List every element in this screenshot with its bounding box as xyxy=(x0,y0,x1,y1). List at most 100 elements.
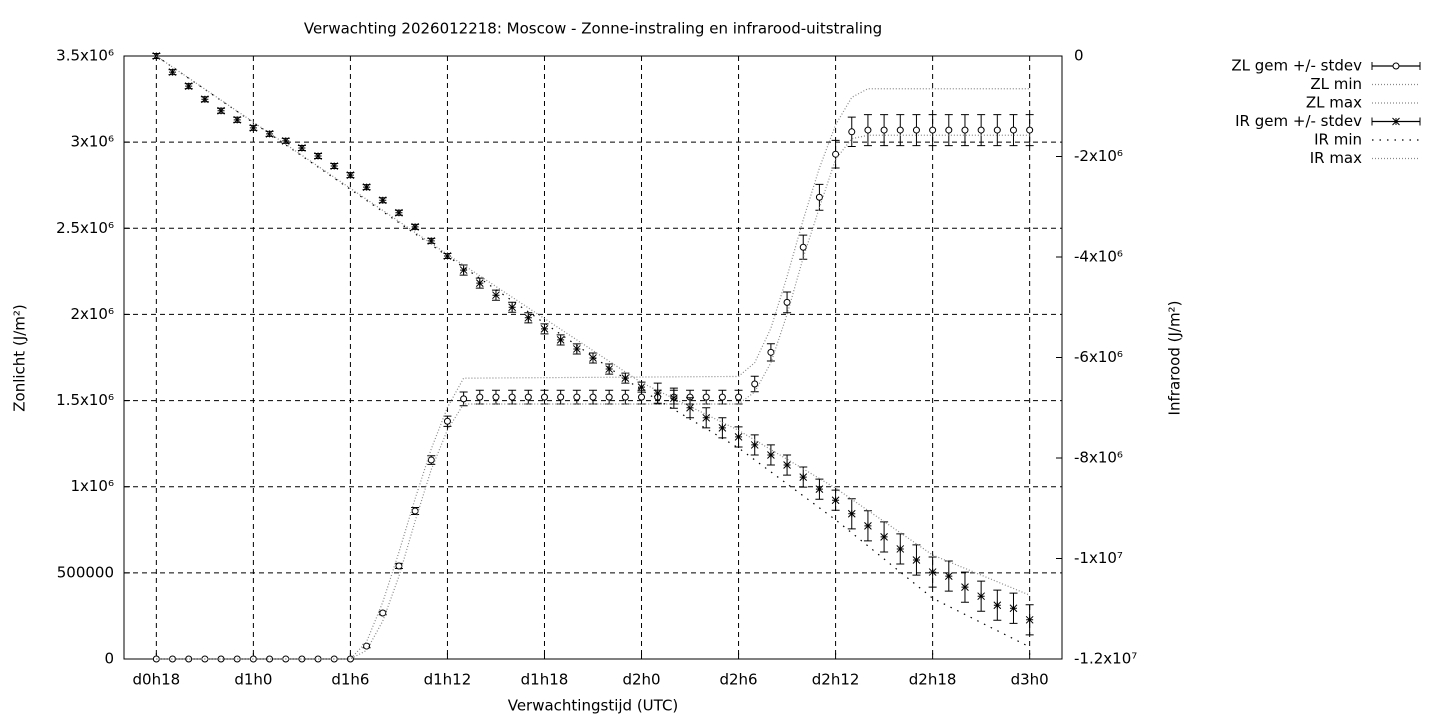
data-point xyxy=(1009,126,1017,134)
data-point xyxy=(314,655,322,663)
y2-tick-label: -6x10⁶ xyxy=(1074,348,1123,366)
data-point xyxy=(168,68,177,76)
legend-swatch xyxy=(1392,62,1400,70)
legend-label: IR gem +/- stdev xyxy=(1235,112,1362,130)
data-point xyxy=(686,403,694,412)
data-point xyxy=(249,655,257,663)
data-point xyxy=(670,394,678,403)
data-point xyxy=(395,562,403,570)
data-point xyxy=(443,417,451,425)
data-point xyxy=(395,208,403,217)
legend-swatch xyxy=(1371,117,1421,126)
y2-tick-label: -2x10⁶ xyxy=(1074,147,1123,165)
data-point xyxy=(184,82,193,91)
data-point xyxy=(411,222,419,231)
y-tick-label: 3.5x10⁶ xyxy=(56,47,114,65)
data-point xyxy=(605,393,613,401)
data-point xyxy=(540,393,548,401)
series-line xyxy=(156,55,1030,596)
data-point xyxy=(912,556,921,564)
data-point xyxy=(637,383,646,392)
data-point xyxy=(961,583,969,591)
data-point xyxy=(864,126,872,134)
y-tick-label: 2.5x10⁶ xyxy=(56,219,114,237)
data-point xyxy=(718,423,727,432)
y2-tick-label: 0 xyxy=(1074,47,1084,65)
y-tick-label: 1x10⁶ xyxy=(70,477,114,495)
data-point xyxy=(249,124,258,132)
data-point xyxy=(944,572,953,580)
data-point xyxy=(556,336,565,344)
data-point xyxy=(411,507,419,515)
data-point xyxy=(330,162,339,170)
data-point xyxy=(492,393,500,401)
data-point xyxy=(977,592,985,601)
x-tick-label: d1h18 xyxy=(521,671,569,689)
data-point xyxy=(605,365,614,373)
data-point xyxy=(540,325,549,333)
data-point xyxy=(217,655,225,663)
data-point xyxy=(702,393,710,401)
x-tick-label: d1h0 xyxy=(234,671,272,689)
data-point xyxy=(572,345,581,353)
data-point xyxy=(880,126,888,134)
data-point xyxy=(929,126,937,134)
data-point xyxy=(702,413,711,422)
data-point xyxy=(799,243,807,251)
y-axis-label: Zonlicht (J/m²) xyxy=(11,304,29,412)
data-point xyxy=(783,298,791,306)
data-point xyxy=(848,128,856,136)
data-point xyxy=(378,196,387,205)
data-point xyxy=(993,126,1001,134)
x-tick-label: d0h18 xyxy=(133,671,181,689)
plot-frame xyxy=(123,55,1063,660)
data-point xyxy=(799,473,808,481)
x-tick-label: d2h12 xyxy=(812,671,860,689)
data-point xyxy=(1025,615,1034,624)
legend-swatch xyxy=(1371,62,1421,70)
data-point xyxy=(735,393,743,401)
data-point xyxy=(201,95,209,104)
y-tick-label: 0 xyxy=(104,650,114,668)
data-point xyxy=(751,380,759,388)
data-point xyxy=(653,389,662,398)
data-point xyxy=(281,137,290,145)
data-point xyxy=(557,393,565,401)
data-point xyxy=(508,303,516,312)
data-point xyxy=(217,106,225,115)
x-tick-label: d2h18 xyxy=(909,671,957,689)
data-point xyxy=(265,130,274,138)
legend-label: ZL max xyxy=(1306,94,1362,112)
y2-tick-label: -1x10⁷ xyxy=(1074,549,1123,567)
data-point xyxy=(880,533,888,541)
series-line xyxy=(156,55,1030,648)
data-point xyxy=(815,193,823,201)
data-point xyxy=(896,126,904,134)
x-tick-label: d2h0 xyxy=(622,671,660,689)
data-point xyxy=(379,609,387,617)
data-point xyxy=(977,126,985,134)
data-point xyxy=(363,642,371,650)
data-point xyxy=(589,354,597,362)
data-point xyxy=(815,485,824,494)
data-point xyxy=(346,171,355,179)
data-point xyxy=(896,545,905,553)
data-point xyxy=(638,393,646,401)
data-point xyxy=(233,115,242,124)
data-point xyxy=(346,655,354,663)
x-axis-label: Verwachtingstijd (UTC) xyxy=(508,697,679,715)
data-point xyxy=(427,456,435,464)
data-point xyxy=(1026,126,1034,134)
series-line xyxy=(156,88,1030,660)
data-point xyxy=(750,441,759,449)
data-point xyxy=(298,144,306,152)
x-tick-label: d3h0 xyxy=(1011,671,1049,689)
data-point xyxy=(314,152,322,160)
data-point xyxy=(524,313,533,322)
data-point xyxy=(783,461,791,469)
series-line xyxy=(156,134,1030,660)
data-point xyxy=(524,393,532,401)
data-point xyxy=(1009,604,1018,613)
data-point xyxy=(492,291,500,300)
